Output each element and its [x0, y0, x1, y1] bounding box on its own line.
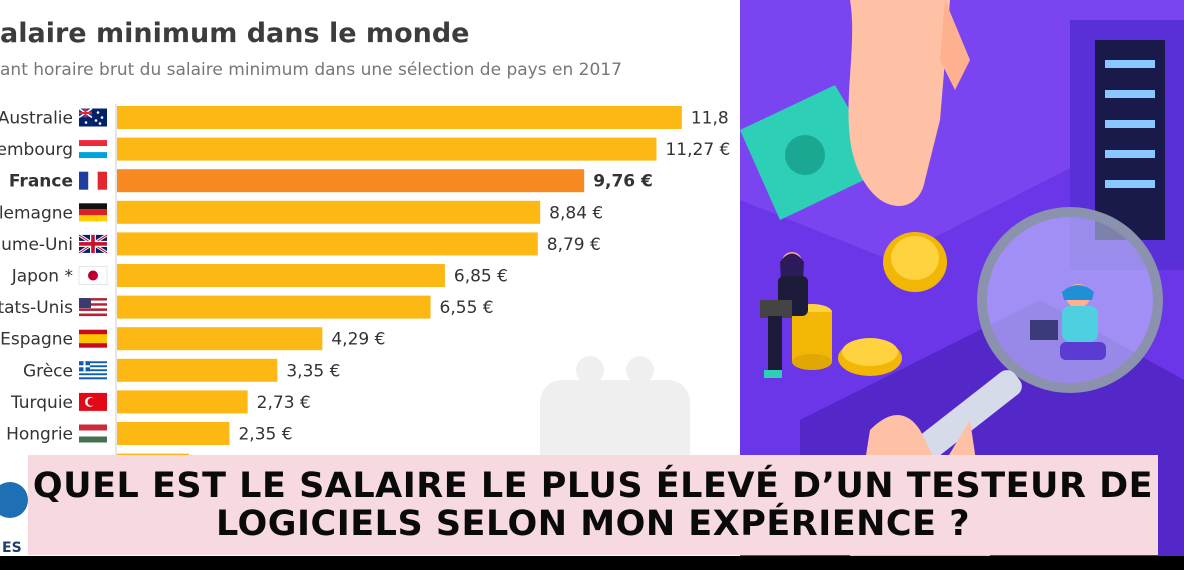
bar: [117, 232, 538, 256]
bar: [117, 169, 585, 193]
corner-logo: ES: [0, 472, 28, 556]
bottom-bar: [0, 556, 1184, 570]
value-label: 2,73 €: [257, 393, 311, 413]
bar: [117, 390, 248, 414]
luxembourg-flag-icon: [79, 140, 107, 159]
bar: [117, 327, 323, 351]
value-label: 2,35 €: [238, 425, 292, 445]
chart-title: alaire minimum dans le monde: [0, 18, 470, 49]
value-label: 11,8: [691, 109, 729, 129]
category-label: tats-Unis: [0, 298, 73, 318]
bar-chart: Australie 11,8 embourg 11,27 € France 9,76 € l…: [0, 104, 730, 490]
value-label: 11,27 €: [665, 140, 730, 160]
australia-flag-icon: [78, 107, 107, 127]
category-label: Hongrie: [6, 425, 73, 445]
value-label: 8,79 €: [547, 235, 601, 255]
uk-flag-icon: [78, 233, 108, 255]
category-label: embourg: [0, 140, 73, 160]
value-label: 6,55 €: [440, 298, 494, 318]
value-label: 9,76 €: [593, 172, 653, 192]
headline-banner: QUEL EST LE SALAIRE LE PLUS ÉLEVÉ D’UN T…: [28, 455, 1158, 555]
bar: [117, 106, 682, 129]
bar: [117, 264, 445, 287]
usa-flag-icon: [79, 298, 107, 317]
japan-flag-icon: [78, 266, 108, 285]
corner-logo-text: ES: [2, 540, 22, 556]
france-flag-icon: [79, 171, 107, 190]
category-label: ume-Uni: [1, 235, 73, 255]
category-label: Australie: [0, 109, 73, 129]
hand-icon: [848, 0, 970, 207]
greece-flag-icon: [79, 361, 107, 380]
person-laptop-icon: [760, 252, 808, 378]
value-label: 3,35 €: [286, 361, 340, 381]
value-label: 8,84 €: [549, 203, 603, 223]
bar: [117, 422, 230, 445]
turkey-flag-icon: [79, 392, 107, 411]
category-label: lemagne: [0, 203, 73, 223]
coins-icon: [792, 232, 947, 376]
bar: [117, 200, 541, 224]
bar: [117, 295, 431, 319]
category-label: Japon *: [11, 267, 73, 287]
hungary-flag-icon: [79, 424, 107, 443]
category-label: Espagne: [0, 330, 73, 350]
value-label: 6,85 €: [454, 267, 508, 287]
value-label: 4,29 €: [331, 330, 385, 350]
magnifier-icon: [918, 207, 1163, 458]
chart-subtitle: ant horaire brut du salaire minimum dans…: [0, 60, 622, 80]
bar: [117, 358, 278, 382]
category-label: Turquie: [10, 393, 73, 413]
category-label: France: [9, 172, 73, 192]
bar: [117, 137, 657, 161]
headline-text: QUEL EST LE SALAIRE LE PLUS ÉLEVÉ D’UN T…: [32, 466, 1154, 544]
spain-flag-icon: [79, 329, 107, 348]
germany-flag-icon: [79, 203, 107, 222]
category-label: Grèce: [23, 361, 73, 381]
